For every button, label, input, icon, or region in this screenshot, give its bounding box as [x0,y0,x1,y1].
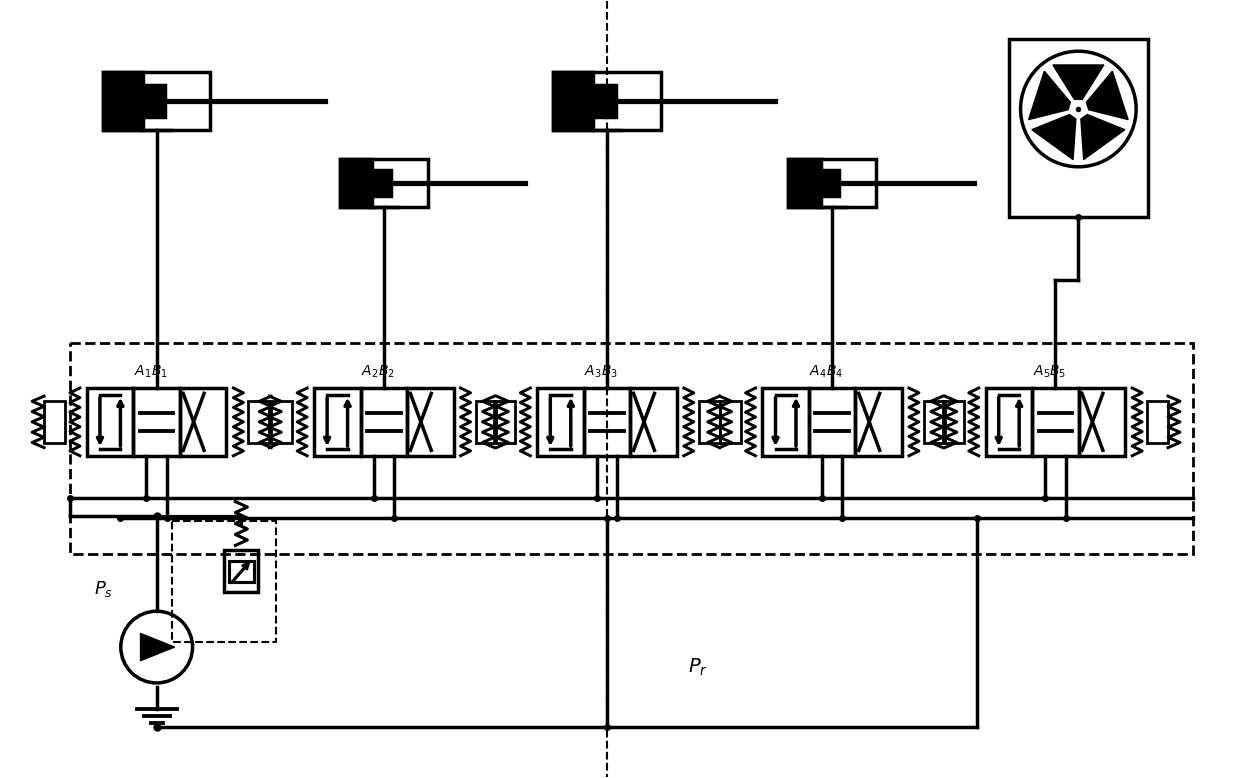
Polygon shape [1081,114,1125,159]
Bar [986,388,1032,456]
Text: $B_5$: $B_5$ [1049,363,1066,380]
Bar [537,388,584,456]
Polygon shape [1086,72,1128,120]
Text: $A_4$: $A_4$ [810,363,827,380]
Bar [789,159,877,207]
Text: $B_3$: $B_3$ [601,363,618,380]
Bar [475,401,496,443]
Polygon shape [140,633,175,661]
Bar [789,159,821,207]
Bar [1032,388,1079,456]
Polygon shape [1032,114,1076,159]
Bar [763,388,808,456]
Bar [103,72,211,130]
Bar [1147,401,1168,443]
Bar [553,72,661,130]
Bar [1008,39,1148,216]
Bar [340,159,428,207]
Bar [1079,388,1125,456]
Text: $B_4$: $B_4$ [826,363,843,380]
Bar [248,401,269,443]
Bar [45,401,64,443]
Text: $A_3$: $A_3$ [584,363,601,380]
Text: $A_2$: $A_2$ [361,363,378,380]
Bar [593,86,615,117]
Bar [942,401,963,443]
Bar [180,388,227,456]
Bar [407,388,454,456]
Bar [821,170,839,195]
Bar [87,388,134,456]
Text: $B_1$: $B_1$ [150,363,167,380]
Bar [143,86,165,117]
Bar [495,401,516,443]
Bar [69,343,1193,555]
Text: $A_1$: $A_1$ [134,363,151,380]
Bar [171,520,277,642]
Bar [856,388,901,456]
Text: $P_r$: $P_r$ [688,657,708,678]
Bar [808,388,856,456]
Bar [103,72,143,130]
Bar [719,401,740,443]
Bar [229,561,253,582]
Bar [134,388,180,456]
Bar [272,401,293,443]
Bar [372,170,391,195]
Bar [698,401,719,443]
Text: $B_2$: $B_2$ [378,363,394,380]
Polygon shape [1053,65,1104,100]
Bar [314,388,361,456]
Bar [584,388,630,456]
Text: $A_5$: $A_5$ [1033,363,1050,380]
Bar [224,550,258,592]
Bar [553,72,593,130]
Bar [340,159,372,207]
Bar [361,388,407,456]
Text: $P_s$: $P_s$ [94,580,113,599]
Bar [924,401,945,443]
Bar [630,388,677,456]
Polygon shape [1029,72,1070,120]
